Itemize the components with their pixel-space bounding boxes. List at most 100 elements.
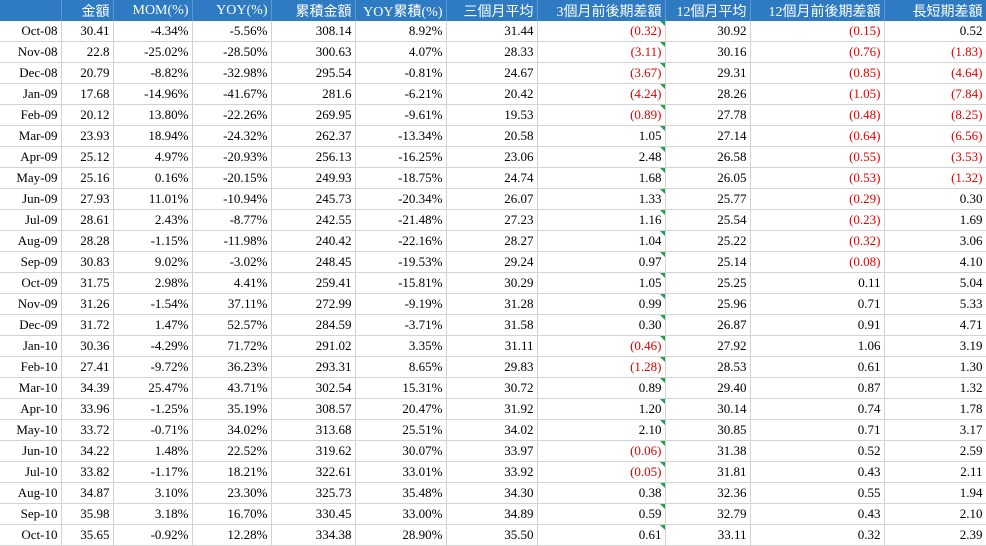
12-month-diff-cell[interactable]: 0.43 (750, 503, 885, 525)
yoy-cumulative-cell[interactable]: 3.35% (355, 335, 447, 357)
date-cell[interactable]: Dec-09 (0, 314, 62, 336)
long-short-diff-cell[interactable]: 0.30 (884, 188, 986, 210)
mom-cell[interactable]: -4.29% (113, 335, 193, 357)
yoy-cumulative-cell[interactable]: -3.71% (355, 314, 447, 336)
header-date[interactable] (0, 0, 62, 21)
3-month-average-cell[interactable]: 29.24 (446, 251, 538, 273)
header-12-month-average[interactable]: 12個月平均 (665, 0, 751, 21)
cumulative-amount-cell[interactable]: 281.6 (271, 83, 356, 105)
mom-cell[interactable]: 2.98% (113, 272, 193, 294)
yoy-cumulative-cell[interactable]: -6.21% (355, 83, 447, 105)
mom-cell[interactable]: 0.16% (113, 167, 193, 189)
header-amount[interactable]: 金額 (61, 0, 114, 21)
yoy-cell[interactable]: 18.21% (192, 461, 272, 483)
cumulative-amount-cell[interactable]: 308.14 (271, 21, 356, 42)
3-month-diff-cell[interactable]: 1.05 (537, 125, 666, 147)
mom-cell[interactable]: -1.17% (113, 461, 193, 483)
date-cell[interactable]: Nov-09 (0, 293, 62, 315)
3-month-average-cell[interactable]: 30.29 (446, 272, 538, 294)
cumulative-amount-cell[interactable]: 313.68 (271, 419, 356, 441)
date-cell[interactable]: Sep-10 (0, 503, 62, 525)
cumulative-amount-cell[interactable]: 284.59 (271, 314, 356, 336)
yoy-cell[interactable]: 36.23% (192, 356, 272, 378)
yoy-cumulative-cell[interactable]: -18.75% (355, 167, 447, 189)
3-month-diff-cell[interactable]: 1.68 (537, 167, 666, 189)
amount-cell[interactable]: 31.72 (61, 314, 114, 336)
mom-cell[interactable]: -0.71% (113, 419, 193, 441)
yoy-cell[interactable]: -3.02% (192, 251, 272, 273)
cumulative-amount-cell[interactable]: 245.73 (271, 188, 356, 210)
date-cell[interactable]: Nov-08 (0, 41, 62, 63)
12-month-diff-cell[interactable]: 0.87 (750, 377, 885, 399)
3-month-diff-cell[interactable]: 0.89 (537, 377, 666, 399)
3-month-average-cell[interactable]: 35.50 (446, 524, 538, 546)
mom-cell[interactable]: 3.18% (113, 503, 193, 525)
12-month-average-cell[interactable]: 29.40 (665, 377, 751, 399)
yoy-cumulative-cell[interactable]: 25.51% (355, 419, 447, 441)
12-month-average-cell[interactable]: 25.96 (665, 293, 751, 315)
long-short-diff-cell[interactable]: 1.30 (884, 356, 986, 378)
3-month-average-cell[interactable]: 34.89 (446, 503, 538, 525)
12-month-average-cell[interactable]: 25.25 (665, 272, 751, 294)
3-month-diff-cell[interactable]: 2.10 (537, 419, 666, 441)
date-cell[interactable]: Jun-09 (0, 188, 62, 210)
12-month-diff-cell[interactable]: 0.52 (750, 440, 885, 462)
yoy-cumulative-cell[interactable]: 30.07% (355, 440, 447, 462)
amount-cell[interactable]: 31.75 (61, 272, 114, 294)
yoy-cumulative-cell[interactable]: -22.16% (355, 230, 447, 252)
yoy-cumulative-cell[interactable]: 20.47% (355, 398, 447, 420)
long-short-diff-cell[interactable]: 1.94 (884, 482, 986, 504)
3-month-average-cell[interactable]: 31.28 (446, 293, 538, 315)
mom-cell[interactable]: 1.48% (113, 440, 193, 462)
header-12-month-diff[interactable]: 12個月前後期差額 (750, 0, 885, 21)
mom-cell[interactable]: 18.94% (113, 125, 193, 147)
long-short-diff-cell[interactable]: (3.53) (884, 146, 986, 168)
cumulative-amount-cell[interactable]: 291.02 (271, 335, 356, 357)
yoy-cumulative-cell[interactable]: 33.00% (355, 503, 447, 525)
12-month-diff-cell[interactable]: 0.71 (750, 419, 885, 441)
mom-cell[interactable]: -8.82% (113, 62, 193, 84)
12-month-average-cell[interactable]: 33.11 (665, 524, 751, 546)
12-month-diff-cell[interactable]: 0.43 (750, 461, 885, 483)
long-short-diff-cell[interactable]: (1.32) (884, 167, 986, 189)
header-mom[interactable]: MOM(%) (113, 0, 193, 21)
12-month-diff-cell[interactable]: 0.91 (750, 314, 885, 336)
12-month-average-cell[interactable]: 25.54 (665, 209, 751, 231)
12-month-diff-cell[interactable]: (0.64) (750, 125, 885, 147)
amount-cell[interactable]: 20.12 (61, 104, 114, 126)
12-month-average-cell[interactable]: 26.05 (665, 167, 751, 189)
12-month-diff-cell[interactable]: (0.76) (750, 41, 885, 63)
amount-cell[interactable]: 30.41 (61, 21, 114, 42)
yoy-cell[interactable]: -20.93% (192, 146, 272, 168)
3-month-average-cell[interactable]: 27.23 (446, 209, 538, 231)
amount-cell[interactable]: 28.28 (61, 230, 114, 252)
3-month-diff-cell[interactable]: (3.11) (537, 41, 666, 63)
date-cell[interactable]: Apr-09 (0, 146, 62, 168)
12-month-diff-cell[interactable]: 0.32 (750, 524, 885, 546)
12-month-average-cell[interactable]: 31.81 (665, 461, 751, 483)
long-short-diff-cell[interactable]: (4.64) (884, 62, 986, 84)
amount-cell[interactable]: 33.72 (61, 419, 114, 441)
header-3-month-average[interactable]: 三個月平均 (446, 0, 538, 21)
amount-cell[interactable]: 28.61 (61, 209, 114, 231)
3-month-diff-cell[interactable]: 1.20 (537, 398, 666, 420)
date-cell[interactable]: Jun-10 (0, 440, 62, 462)
3-month-average-cell[interactable]: 28.33 (446, 41, 538, 63)
3-month-diff-cell[interactable]: (0.32) (537, 21, 666, 42)
3-month-diff-cell[interactable]: 0.59 (537, 503, 666, 525)
cumulative-amount-cell[interactable]: 300.63 (271, 41, 356, 63)
12-month-diff-cell[interactable]: (0.23) (750, 209, 885, 231)
3-month-average-cell[interactable]: 33.92 (446, 461, 538, 483)
12-month-average-cell[interactable]: 26.58 (665, 146, 751, 168)
long-short-diff-cell[interactable]: (8.25) (884, 104, 986, 126)
12-month-average-cell[interactable]: 30.85 (665, 419, 751, 441)
yoy-cell[interactable]: -24.32% (192, 125, 272, 147)
yoy-cell[interactable]: 12.28% (192, 524, 272, 546)
yoy-cell[interactable]: 37.11% (192, 293, 272, 315)
yoy-cumulative-cell[interactable]: -19.53% (355, 251, 447, 273)
amount-cell[interactable]: 25.12 (61, 146, 114, 168)
yoy-cell[interactable]: -8.77% (192, 209, 272, 231)
3-month-diff-cell[interactable]: 1.04 (537, 230, 666, 252)
12-month-average-cell[interactable]: 32.36 (665, 482, 751, 504)
3-month-average-cell[interactable]: 31.11 (446, 335, 538, 357)
